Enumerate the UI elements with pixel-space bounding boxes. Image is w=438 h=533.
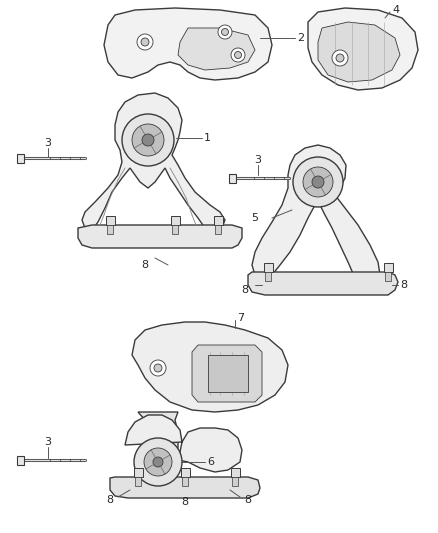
FancyBboxPatch shape [180, 468, 190, 477]
FancyBboxPatch shape [17, 154, 24, 163]
Circle shape [234, 52, 241, 59]
Circle shape [132, 124, 164, 156]
Circle shape [144, 448, 172, 476]
Circle shape [312, 176, 324, 188]
Circle shape [122, 114, 174, 166]
FancyBboxPatch shape [232, 477, 238, 486]
Text: 5: 5 [251, 213, 258, 223]
Polygon shape [252, 145, 380, 285]
Text: 8: 8 [181, 497, 189, 507]
FancyBboxPatch shape [385, 272, 391, 281]
Polygon shape [104, 8, 272, 80]
FancyBboxPatch shape [229, 174, 236, 182]
FancyBboxPatch shape [172, 225, 178, 234]
Polygon shape [132, 322, 288, 412]
Polygon shape [208, 355, 248, 392]
Circle shape [137, 34, 153, 50]
Polygon shape [110, 477, 260, 498]
FancyBboxPatch shape [182, 477, 188, 486]
FancyBboxPatch shape [170, 216, 180, 225]
Circle shape [150, 360, 166, 376]
Text: 7: 7 [237, 313, 244, 323]
Circle shape [293, 157, 343, 207]
Polygon shape [82, 93, 225, 232]
Circle shape [332, 50, 348, 66]
Polygon shape [125, 415, 242, 472]
Circle shape [154, 364, 162, 372]
FancyBboxPatch shape [106, 216, 114, 225]
FancyBboxPatch shape [107, 225, 113, 234]
FancyBboxPatch shape [213, 216, 223, 225]
Circle shape [303, 167, 333, 197]
FancyBboxPatch shape [230, 468, 240, 477]
Text: 3: 3 [45, 138, 52, 148]
Text: 6: 6 [207, 457, 214, 467]
Circle shape [134, 438, 182, 486]
Polygon shape [248, 272, 398, 295]
FancyBboxPatch shape [17, 456, 24, 464]
Polygon shape [178, 28, 255, 70]
Text: 4: 4 [392, 5, 399, 15]
Polygon shape [78, 225, 242, 248]
Text: 3: 3 [254, 155, 261, 165]
Text: 2: 2 [297, 33, 304, 43]
Circle shape [142, 134, 154, 146]
Circle shape [231, 48, 245, 62]
Text: 3: 3 [45, 437, 52, 447]
Circle shape [336, 54, 344, 62]
Text: 8: 8 [244, 495, 251, 505]
FancyBboxPatch shape [215, 225, 221, 234]
Text: 8: 8 [400, 280, 407, 290]
FancyBboxPatch shape [135, 477, 141, 486]
Circle shape [141, 38, 149, 46]
Text: 8: 8 [106, 495, 113, 505]
Polygon shape [138, 412, 178, 458]
Text: 1: 1 [204, 133, 211, 143]
FancyBboxPatch shape [384, 263, 392, 272]
FancyBboxPatch shape [264, 263, 272, 272]
Polygon shape [192, 345, 262, 402]
Circle shape [222, 28, 229, 36]
Polygon shape [318, 22, 400, 82]
Circle shape [218, 25, 232, 39]
FancyBboxPatch shape [134, 468, 142, 477]
Polygon shape [308, 8, 418, 90]
Circle shape [153, 457, 163, 467]
Text: 8: 8 [141, 260, 148, 270]
Text: 8: 8 [241, 285, 248, 295]
FancyBboxPatch shape [265, 272, 271, 281]
